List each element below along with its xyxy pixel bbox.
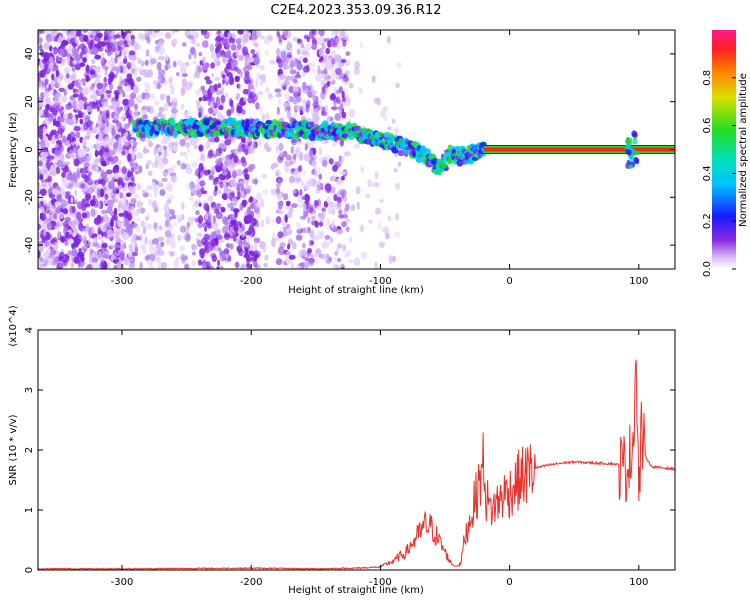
snr-y-label: SNR (10 * v/v) xyxy=(8,414,19,485)
x-tick-label: -100 xyxy=(369,276,392,287)
spectrogram-y-label: Frequency (Hz) xyxy=(8,112,19,188)
snr-x-ticks: -300 -200 -100 0 100 xyxy=(111,330,648,588)
colorbar-tick-label: 0.0 xyxy=(702,261,713,277)
colorbar: 0.0 0.2 0.4 0.6 0.8 Normalized spectral ampl… xyxy=(702,30,749,277)
y-tick-label: 2 xyxy=(24,447,35,453)
x-tick-label: 0 xyxy=(506,276,512,287)
colorbar-gradient xyxy=(712,30,736,269)
colorbar-tick-label: 0.8 xyxy=(702,70,713,86)
y-tick-label: 3 xyxy=(24,387,35,393)
colorbar-ticks: 0.0 0.2 0.4 0.6 0.8 xyxy=(702,70,736,277)
snr-panel: -300 -200 -100 0 100 0 1 2 3 4 Height of straigh… xyxy=(8,305,676,596)
snr-series-line xyxy=(38,359,675,570)
colorbar-tick-label: 0.6 xyxy=(702,118,713,134)
colorbar-tick-label: 0.4 xyxy=(702,165,713,181)
x-tick-label: -100 xyxy=(369,577,392,588)
snr-background xyxy=(38,330,675,570)
x-tick-label: 100 xyxy=(629,276,648,287)
steady-signal-band-core xyxy=(483,147,675,152)
y-tick-label: 0 xyxy=(24,146,35,152)
x-tick-label: 100 xyxy=(629,577,648,588)
x-tick-label: -300 xyxy=(111,577,134,588)
colorbar-label: Normalized spectral amplitude xyxy=(738,73,749,227)
y-tick-label: 20 xyxy=(24,95,35,108)
snr-y-ticks: 0 1 2 3 4 xyxy=(24,327,675,573)
spectrogram-heatmap xyxy=(38,30,675,269)
x-tick-label: 0 xyxy=(506,577,512,588)
x-tick-label: -200 xyxy=(240,276,263,287)
colorbar-tick-label: 0.2 xyxy=(702,213,713,229)
y-tick-label: -20 xyxy=(24,189,35,205)
y-tick-label: 1 xyxy=(24,507,35,513)
y-tick-label: -40 xyxy=(24,237,35,253)
snr-y-scale-note: (x10^4) xyxy=(8,305,19,346)
y-tick-label: 4 xyxy=(24,327,35,333)
y-tick-label: 0 xyxy=(24,567,35,573)
chart-title: C2E4.2023.353.09.36.R12 xyxy=(270,3,441,18)
snr-x-label: Height of straight line (km) xyxy=(288,585,424,596)
x-tick-label: -300 xyxy=(111,276,134,287)
spectrogram-x-ticks: -300 -200 -100 0 100 xyxy=(111,30,648,287)
x-tick-label: -200 xyxy=(240,577,263,588)
spectrogram-x-label: Height of straight line (km) xyxy=(288,285,424,296)
spectrogram-y-ticks: -40 -20 0 20 40 xyxy=(24,48,675,253)
y-tick-label: 40 xyxy=(24,48,35,61)
